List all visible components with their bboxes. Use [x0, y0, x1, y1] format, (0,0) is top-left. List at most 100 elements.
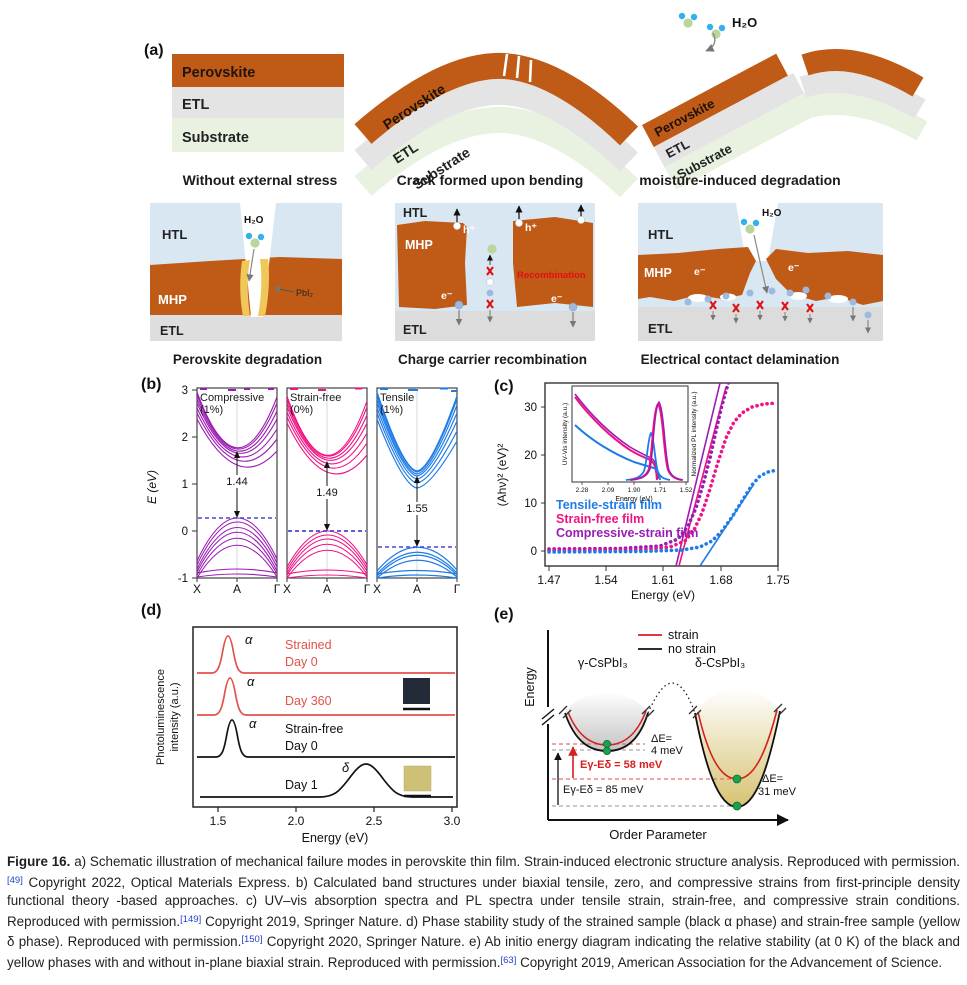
day360-label: Day 360: [285, 694, 332, 708]
svg-text:1.75: 1.75: [766, 573, 790, 587]
mhp-label: MHP: [158, 292, 187, 307]
mhp-block-right: [513, 217, 593, 307]
crack-gap: [736, 203, 778, 261]
electron-dots: [684, 286, 872, 334]
subpanel-strain: (1%): [200, 404, 223, 416]
svg-text:2.28: 2.28: [576, 487, 589, 494]
gamma-phase-label: γ-CsPbI₃: [578, 656, 628, 670]
caption-perovskite-degradation: Perovskite degradation: [172, 352, 323, 367]
mhp-left: [638, 247, 756, 301]
energy-landscape-diagram: strain no strain γ-CsPbI₃ δ-CsPbI₃: [523, 628, 797, 842]
mhp-block-left: [397, 221, 467, 309]
caption-text: Copyright 2019, Springer Nature. d) Phas…: [7, 913, 960, 950]
mhp-label: MHP: [644, 266, 672, 280]
ingress-arrow: [753, 234, 770, 294]
strainfree-day-label: Day 0: [285, 739, 318, 753]
htl-label: HTL: [162, 227, 187, 242]
subpanel-strain: (0%): [290, 404, 313, 416]
inset-left-ylabel: UV-Vis intensity (a.u.): [562, 403, 569, 465]
etl-label: ETL: [403, 323, 427, 337]
c-xlabel: Energy (eV): [631, 588, 695, 602]
blocked-contacts: [708, 299, 815, 324]
perovskite-label: Perovskite: [182, 65, 255, 81]
panel-e-label: (e): [494, 606, 514, 623]
d-ylabel-2: intensity (a.u.): [169, 682, 181, 751]
e-legend: strain no strain: [638, 628, 716, 656]
strain-gap-label: Eγ-Eδ = 58 meV: [580, 759, 663, 771]
svg-text:-1: -1: [178, 573, 188, 585]
etl-band: [354, 78, 639, 172]
c-yaxis: 0 10 20 30: [524, 402, 545, 558]
ingress-arrow: [705, 32, 716, 52]
caption-text: a) Schematic illustration of mechanical …: [74, 854, 960, 869]
hole-carriers: [453, 204, 585, 230]
yellow-sample-photo: [403, 765, 432, 792]
h2o-label: H₂O: [762, 208, 782, 219]
d-xlabel: Energy (eV): [302, 831, 369, 845]
h2o-label: H₂O: [244, 215, 264, 226]
etl-label: ETL: [182, 97, 210, 113]
svg-text:30: 30: [524, 402, 537, 414]
trace-day360: [197, 677, 455, 716]
band-subpanel-strainfree: 1.49 Strain-free (0%) X A Γ: [283, 387, 371, 596]
svg-text:3.0: 3.0: [444, 814, 461, 828]
delta-dE-label: ΔE=: [762, 773, 783, 785]
schematic-recombination: h⁺ h⁺ e⁻ e⁻ HTL MHP ETL Recombination: [395, 203, 595, 341]
etl-label: ETL: [160, 324, 184, 338]
inset-right-ylabel: Normalized PL intensity (a.u.): [691, 391, 698, 476]
svg-text:1.54: 1.54: [594, 573, 618, 587]
etl-region: [150, 315, 342, 341]
svg-text:Γ: Γ: [274, 582, 281, 596]
gap-value: 1.49: [316, 487, 337, 499]
svg-text:2: 2: [182, 432, 188, 444]
htl-label: HTL: [403, 206, 428, 220]
alpha-peak-label: α: [245, 632, 253, 647]
hole-label: h⁺: [463, 224, 475, 236]
day1-label: Day 1: [285, 778, 318, 792]
svg-text:2.5: 2.5: [366, 814, 383, 828]
h2o-label: H₂O: [732, 15, 757, 30]
gap-value: 1.44: [226, 476, 247, 488]
caption-text: Copyright 2020, Springer Nature. e) Ab i…: [7, 934, 961, 970]
svg-text:X: X: [283, 582, 291, 596]
svg-text:20: 20: [524, 450, 537, 462]
e-ylabel: Energy: [523, 666, 537, 706]
citation-149: [149]: [180, 913, 202, 925]
plot-box: [192, 626, 458, 808]
nostrain-level-dashes: [552, 749, 734, 807]
caption-title: Figure 16.: [7, 854, 71, 869]
svg-text:1: 1: [182, 479, 188, 491]
svg-text:2.09: 2.09: [602, 487, 615, 494]
delta-peak-label: δ: [342, 760, 350, 775]
svg-text:Γ: Γ: [364, 582, 371, 596]
tauc-line-compressive: [675, 383, 721, 566]
caption-text: Copyright 2019, American Association for…: [516, 954, 943, 970]
legend-strainfree: Strain-free film: [556, 512, 644, 526]
water-molecule-icon: [706, 23, 726, 39]
series-strainfree: [547, 401, 778, 553]
inset-xlabel: Energy (eV): [615, 496, 652, 503]
ingress-arrow: [246, 248, 255, 282]
svg-text:X: X: [193, 582, 201, 596]
mhp-label: MHP: [405, 238, 433, 252]
gamma-well-fill: [565, 692, 648, 751]
strainfree-label: Strain-free: [285, 722, 343, 736]
inset-curves: [574, 393, 684, 481]
panel-c-label: (c): [494, 378, 514, 395]
electron-label: e⁻: [441, 290, 453, 302]
delta-well-fill: [695, 688, 780, 807]
gap-value: 1.55: [406, 503, 427, 515]
svg-text:1.68: 1.68: [709, 573, 733, 587]
legend-compressive: Compressive-strain film: [556, 526, 698, 540]
figure-caption: Figure 16. a) Schematic illustration of …: [0, 853, 967, 972]
legend-strain-label: strain: [668, 628, 699, 642]
caption-crack-bending: Crack formed upon bending: [396, 172, 584, 188]
citation-63: [63]: [500, 954, 517, 966]
gamma-dE-value: 4 meV: [651, 745, 683, 757]
caption-delamination: Electrical contact delamination: [640, 352, 840, 367]
citation-49: [49]: [7, 874, 23, 886]
alpha-peak-label: α: [247, 674, 255, 689]
nostrain-gap-label: Eγ-Eδ = 85 meV: [563, 784, 644, 796]
svg-text:A: A: [323, 582, 331, 596]
axis-break-marks: [558, 703, 787, 719]
